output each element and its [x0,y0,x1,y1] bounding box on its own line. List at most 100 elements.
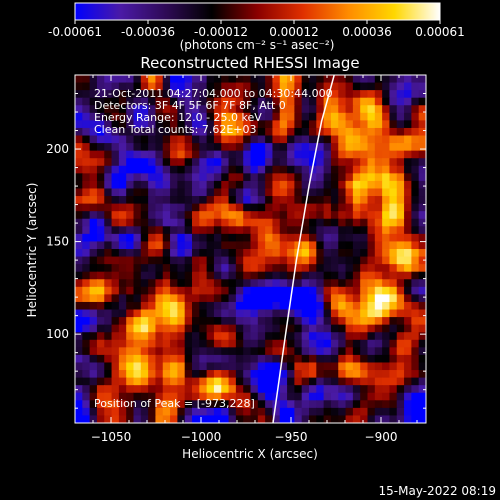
heatmap-cell [243,385,252,394]
heatmap-cell [323,301,332,311]
heatmap-cell [257,407,266,417]
heatmap-cell [192,400,200,409]
heatmap-cell [228,354,237,364]
heatmap-cell [104,150,113,159]
heatmap-cell [243,271,252,280]
heatmap-cell [243,218,252,227]
heatmap-cell [221,256,230,265]
heatmap-cell [155,256,164,265]
heatmap-cell [177,385,186,394]
heatmap-cell [316,317,325,326]
heatmap-cell [228,143,237,152]
heatmap-cell [162,127,171,137]
heatmap-cell [235,279,244,288]
heatmap-cell [118,264,127,273]
heatmap-cell [352,150,361,159]
heatmap-cell [192,75,200,84]
heatmap-cell [213,196,222,205]
heatmap-cell [411,377,420,386]
heatmap-cell [170,370,178,379]
heatmap-cell [177,127,186,137]
heatmap-cell [177,165,186,174]
heatmap-cell [104,415,113,423]
heatmap-cell [243,415,252,423]
heatmap-cell [352,105,361,114]
heatmap-cell [133,377,142,386]
heatmap-cell [352,180,361,190]
heatmap-cell [162,415,171,423]
heatmap-cell [411,173,420,182]
heatmap-cell [294,173,303,182]
heatmap-cell [140,127,149,137]
heatmap-cell [221,90,230,99]
heatmap-cell [235,226,244,235]
heatmap-cell [82,158,91,167]
heatmap-cell [345,301,354,311]
heatmap-cell [221,286,230,295]
heatmap-cell [192,135,200,144]
heatmap-cell [75,112,83,121]
heatmap-cell [338,294,347,303]
heatmap-cell [228,279,237,288]
heatmap-cell [330,294,339,303]
heatmap-cell [221,97,230,106]
heatmap-cell [374,301,383,311]
heatmap-cell [155,385,164,394]
heatmap-cell [148,294,157,303]
heatmap-cell [309,324,317,333]
heatmap-cell [309,339,317,348]
heatmap-cell [316,385,325,394]
heatmap-cell [323,400,332,409]
heatmap-cell [338,249,347,258]
heatmap-cell [404,150,412,159]
heatmap-cell [338,173,347,182]
heatmap-cell [170,180,178,190]
heatmap-cell [75,377,83,386]
heatmap-cell [382,241,391,250]
heatmap-cell [374,385,383,394]
heatmap-cell [345,211,354,220]
heatmap-cell [192,309,200,318]
heatmap-cell [177,362,186,371]
heatmap-cell [155,324,164,333]
heatmap-cell [235,196,244,205]
heatmap-cell [374,362,383,371]
heatmap-cell [126,188,135,197]
heatmap-cell [89,400,98,409]
heatmap-cell [279,135,288,144]
heatmap-cell [148,158,157,167]
heatmap-cell [82,82,91,91]
heatmap-cell [192,112,200,121]
heatmap-cell [162,286,171,295]
heatmap-cell [206,90,215,99]
heatmap-cell [404,120,412,129]
heatmap-cell [279,241,288,250]
heatmap-cell [75,188,83,197]
heatmap-cell [177,309,186,318]
heatmap-cell [338,90,347,99]
heatmap-cell [404,279,412,288]
heatmap-cell [228,75,237,84]
heatmap-cell [75,279,83,288]
heatmap-cell [272,120,281,129]
heatmap-cell [104,256,113,265]
heatmap-cell [111,75,120,84]
heatmap-cell [235,180,244,190]
heatmap-cell [148,256,157,265]
heatmap-cell [272,301,281,311]
heatmap-cell [104,332,113,341]
heatmap-cell [104,309,113,318]
heatmap-cell [96,218,105,227]
heatmap-cell [118,332,127,341]
heatmap-cell [250,294,259,303]
heatmap-cell [235,218,244,227]
heatmap-cell [382,332,391,341]
heatmap-cell [206,362,215,371]
heatmap-cell [162,150,171,159]
heatmap-cell [133,180,142,190]
heatmap-cell [374,377,383,386]
heatmap-cell [170,279,178,288]
heatmap-cell [82,317,91,326]
heatmap-cell [213,75,222,84]
